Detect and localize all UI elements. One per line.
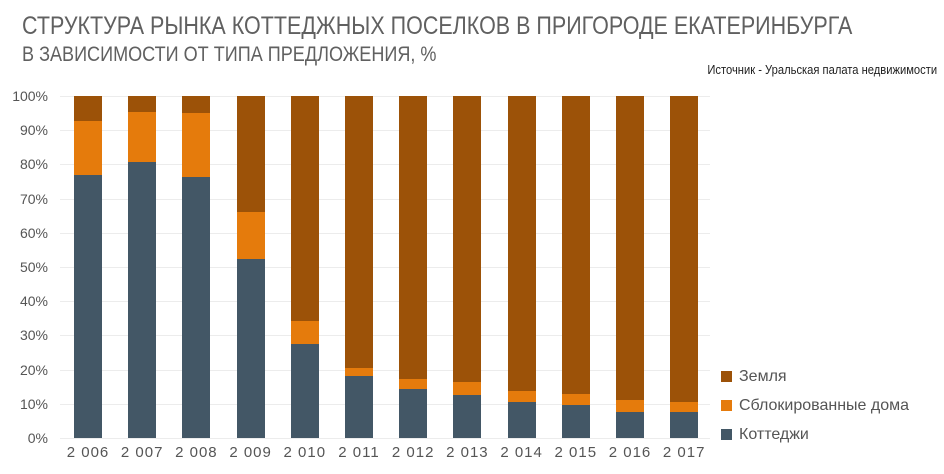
gridline	[60, 301, 710, 303]
x-tick-label: 2 016	[608, 444, 652, 461]
legend-item: Земля	[721, 362, 909, 391]
bar-2007	[128, 96, 157, 438]
bar-segment	[182, 112, 211, 178]
legend-swatch-icon	[721, 429, 732, 440]
bar-segment	[507, 402, 536, 438]
y-tick-label: 70%	[19, 190, 48, 207]
bar-segment	[670, 412, 699, 438]
chart-title: СТРУКТУРА РЫНКА КОТТЕДЖНЫХ ПОСЕЛКОВ В ПР…	[22, 12, 853, 40]
bar-segment	[399, 389, 428, 438]
bar-segment	[345, 376, 373, 438]
bar-segment	[616, 399, 644, 413]
bar-segment	[236, 96, 265, 212]
y-tick-label: 30%	[19, 327, 48, 344]
y-tick-label: 40%	[19, 293, 48, 310]
gridline	[60, 198, 710, 200]
y-tick-label: 0%	[27, 430, 48, 446]
bar-2015	[561, 96, 590, 438]
bar-segment	[74, 120, 102, 175]
bar-segment	[128, 162, 157, 438]
bar-segment	[453, 96, 482, 382]
legend-label: Сблокированные дома	[739, 396, 910, 414]
y-tick-label: 10%	[19, 395, 48, 412]
bar-segment	[290, 343, 319, 438]
bar-segment	[507, 390, 536, 403]
x-tick-label: 2 011	[338, 444, 380, 461]
gridline	[60, 369, 710, 371]
bar-2017	[670, 96, 699, 438]
legend-label: Коттеджи	[739, 425, 809, 443]
bar-segment	[236, 259, 265, 438]
legend-label: Земля	[739, 367, 787, 385]
bar-segment	[561, 393, 590, 406]
plot-area: 0% 10% 20% 30% 40% 50% 60% 70% 80% 90% 100% 2 006 2 …	[12, 88, 710, 461]
x-tick-label: 2 006	[66, 444, 110, 461]
gridline	[60, 130, 710, 132]
bar-2009	[236, 96, 265, 438]
legend-item: Коттеджи	[721, 420, 909, 449]
bar-segment	[399, 378, 428, 390]
source-note: Источник - Уральская палата недвижимости	[707, 62, 937, 77]
bar-2014	[507, 96, 536, 438]
bar-segment	[290, 320, 319, 344]
gridline	[60, 164, 710, 166]
bar-segment	[507, 96, 536, 391]
bar-2013	[453, 96, 482, 438]
bar-2006	[74, 96, 102, 438]
bar-2010	[290, 96, 319, 438]
x-tick-label: 2 017	[662, 444, 706, 461]
x-tick-label: 2 013	[446, 444, 489, 461]
bar-segment	[670, 96, 699, 403]
bar-2008	[182, 96, 211, 438]
legend-swatch-icon	[721, 400, 732, 411]
gridline	[60, 232, 710, 234]
bar-segment	[670, 402, 699, 413]
bar-segment	[453, 394, 482, 438]
bar-segment	[74, 96, 102, 121]
gridline	[60, 438, 710, 439]
y-tick-label: 90%	[19, 122, 48, 139]
bar-segment	[182, 177, 211, 438]
x-tick-label: 2 009	[229, 444, 272, 461]
bar-segment	[399, 96, 428, 379]
bar-segment	[561, 96, 590, 394]
bar-segment	[128, 111, 157, 163]
bar-2016	[616, 96, 644, 438]
bar-2011	[345, 96, 373, 438]
x-tick-label: 2 015	[554, 444, 598, 461]
bar-segment	[290, 96, 319, 321]
x-tick-label: 2 008	[175, 444, 218, 461]
y-tick-label: 80%	[19, 156, 48, 173]
gridline	[60, 335, 710, 337]
bar-segment	[74, 174, 102, 438]
gridline	[60, 267, 710, 268]
bar-segment	[236, 211, 265, 260]
y-tick-label: 60%	[19, 224, 48, 241]
chart-subtitle: В ЗАВИСИМОСТИ ОТ ТИПА ПРЕДЛОЖЕНИЯ, %	[22, 43, 437, 66]
legend-item: Сблокированные дома	[721, 391, 909, 420]
legend-swatch-icon	[721, 371, 732, 382]
bar-segment	[182, 96, 211, 113]
bar-segment	[345, 367, 373, 377]
y-tick-label: 50%	[19, 259, 48, 275]
bar-segment	[128, 96, 157, 112]
bar-2012	[399, 96, 428, 438]
y-tick-label: 100%	[12, 88, 48, 104]
x-tick-label: 2 007	[120, 444, 164, 461]
gridline	[60, 96, 710, 97]
bar-segment	[345, 96, 373, 368]
gridline	[60, 403, 710, 405]
x-tick-label: 2 014	[500, 444, 543, 461]
x-tick-label: 2 010	[283, 444, 327, 461]
y-tick-label: 20%	[19, 361, 48, 378]
bar-segment	[616, 96, 644, 400]
bar-segment	[453, 381, 482, 395]
x-tick-label: 2 012	[391, 444, 435, 461]
bar-segment	[561, 405, 590, 438]
legend: Земля Сблокированные дома Коттеджи	[721, 362, 909, 449]
bar-segment	[616, 412, 644, 438]
